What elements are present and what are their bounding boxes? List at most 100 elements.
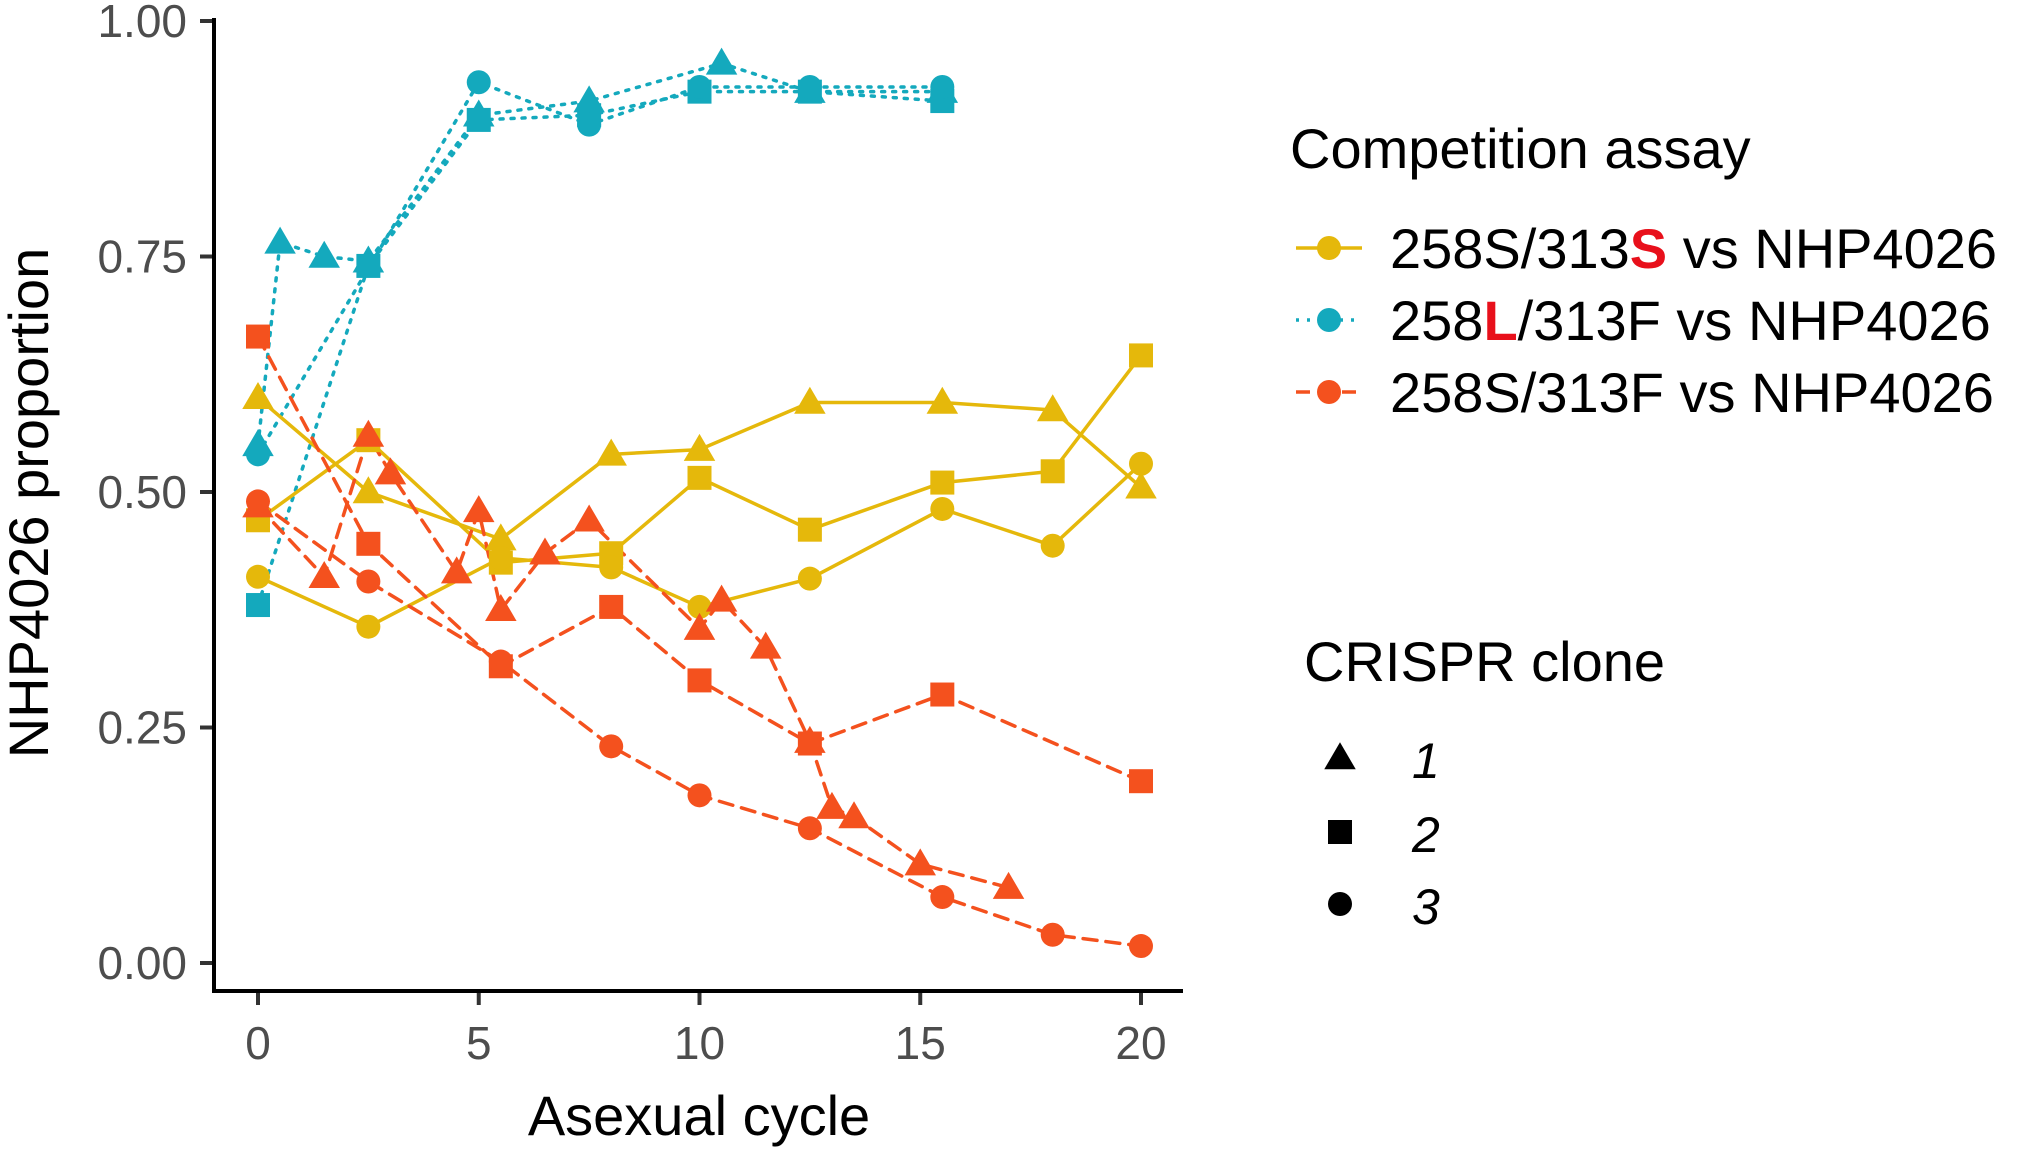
legend-assay-title: Competition assay (1290, 117, 1751, 180)
y-tick-label: 0.50 (97, 466, 187, 518)
data-point-teal-clone-3 (577, 112, 602, 137)
data-point-orange-clone-3 (1040, 922, 1065, 947)
data-point-orange-clone-3 (1129, 934, 1153, 959)
data-point-orange-clone-3 (246, 489, 270, 514)
data-point-teal-clone-3 (687, 74, 712, 99)
data-point-orange-clone-1 (529, 537, 561, 565)
legend-marker-yellow (1317, 236, 1341, 260)
data-point-orange-clone-2 (687, 668, 712, 693)
data-point-orange-clone-1 (463, 495, 495, 523)
legend-clone-label-1: 1 (1412, 733, 1440, 789)
data-point-orange-clone-1 (838, 801, 870, 829)
data-point-orange-clone-3 (488, 649, 513, 674)
legend-marker-teal (1317, 308, 1341, 332)
data-point-orange-clone-2 (930, 682, 955, 707)
data-point-teal-clone-3 (466, 70, 491, 95)
data-point-yellow-clone-3 (246, 564, 270, 589)
series-line-orange-clone-1 (256, 433, 1011, 890)
series-line-orange-clone-2 (256, 334, 1143, 783)
data-point-yellow-clone-3 (599, 555, 624, 580)
legend-competition-assay: Competition assay 258S/313S vs NHP4026 25… (1290, 117, 1997, 424)
y-tick-label: 1.00 (97, 0, 187, 47)
data-point-orange-clone-1 (816, 791, 848, 819)
data-point-orange-clone-1 (705, 584, 738, 612)
data-point-orange-clone-3 (930, 885, 955, 910)
data-point-orange-clone-1 (683, 612, 716, 640)
legend-shape-circle (1328, 892, 1352, 916)
data-point-yellow-clone-3 (356, 614, 381, 639)
legend-label-teal: 258L/313F vs NHP4026 (1390, 289, 1991, 352)
data-point-orange-clone-1 (352, 419, 385, 447)
data-point-yellow-clone-3 (797, 566, 822, 591)
data-point-yellow-clone-3 (488, 545, 513, 570)
y-tick-label: 0.75 (97, 231, 187, 283)
legend-label-yellow: 258S/313S vs NHP4026 (1390, 217, 1997, 280)
data-point-orange-clone-2 (599, 594, 624, 619)
data-point-yellow-clone-3 (930, 496, 955, 521)
data-point-yellow-clone-1 (1036, 394, 1069, 422)
data-point-yellow-clone-3 (1129, 451, 1153, 476)
data-point-yellow-clone-1 (242, 382, 274, 410)
data-point-orange-clone-3 (356, 569, 381, 594)
data-point-yellow-clone-2 (687, 465, 712, 490)
data-point-yellow-clone-1 (926, 386, 959, 414)
legend-label-orange: 258S/313F vs NHP4026 (1390, 361, 1994, 424)
data-point-orange-clone-1 (992, 871, 1025, 899)
data-point-orange-clone-3 (797, 816, 822, 841)
data-point-yellow-clone-2 (1129, 343, 1153, 368)
data-point-orange-clone-1 (374, 457, 407, 485)
data-point-teal-clone-2 (356, 253, 381, 278)
series-line-teal-clone-3 (256, 80, 945, 457)
x-ticks: 0 5 10 15 20 (245, 993, 1167, 1069)
y-tick-label: 0.00 (97, 937, 187, 989)
legend-shape-square (1328, 820, 1352, 844)
y-ticks: 0.00 0.25 0.50 0.75 1.00 (97, 0, 212, 989)
data-point-teal-clone-3 (246, 442, 270, 467)
data-point-teal-clone-1 (705, 47, 738, 75)
data-point-orange-clone-3 (687, 783, 712, 808)
legend-clone-label-2: 2 (1411, 807, 1440, 863)
y-axis-label: NHP4026 proportion (0, 248, 60, 759)
data-point-teal-clone-2 (246, 593, 270, 618)
legend-crispr-clone: CRISPR clone 1 2 3 (1304, 630, 1665, 935)
data-point-orange-clone-2 (246, 324, 270, 349)
data-point-orange-clone-1 (440, 556, 473, 584)
data-point-teal-clone-1 (264, 226, 296, 254)
data-point-yellow-clone-1 (352, 476, 385, 504)
data-point-yellow-clone-1 (595, 438, 627, 466)
data-point-teal-clone-3 (930, 74, 955, 99)
legend-clone-title: CRISPR clone (1304, 630, 1665, 693)
x-tick-label: 15 (895, 1017, 946, 1069)
legend-shape-triangle (1324, 742, 1356, 770)
y-tick-label: 0.25 (97, 702, 187, 754)
x-axis-label: Asexual cycle (528, 1084, 870, 1147)
legend-marker-orange (1317, 380, 1341, 404)
data-point-yellow-clone-1 (683, 433, 716, 461)
data-point-yellow-clone-2 (1040, 459, 1065, 484)
data-point-orange-clone-2 (356, 531, 381, 556)
data-point-orange-clone-1 (749, 631, 782, 659)
axes (212, 18, 1183, 993)
x-tick-label: 10 (674, 1017, 725, 1069)
data-point-teal-clone-2 (466, 107, 491, 132)
data-point-yellow-clone-3 (1040, 533, 1065, 558)
x-tick-label: 5 (466, 1017, 492, 1069)
data-point-orange-clone-1 (308, 561, 340, 589)
data-point-teal-clone-3 (797, 74, 822, 99)
x-tick-label: 0 (245, 1017, 271, 1069)
plot-lines (256, 61, 1143, 948)
plot-markers (242, 47, 1157, 959)
x-tick-label: 20 (1115, 1017, 1166, 1069)
data-point-orange-clone-3 (599, 734, 624, 759)
data-point-yellow-clone-2 (930, 470, 955, 495)
data-point-teal-clone-1 (308, 240, 340, 268)
data-point-orange-clone-1 (485, 594, 517, 621)
data-point-yellow-clone-1 (794, 386, 826, 414)
data-point-orange-clone-2 (1129, 769, 1153, 794)
data-point-orange-clone-2 (797, 731, 822, 756)
data-point-orange-clone-1 (573, 504, 605, 532)
legend-clone-label-3: 3 (1412, 879, 1440, 935)
data-point-yellow-clone-1 (485, 523, 517, 551)
data-point-yellow-clone-1 (1125, 471, 1157, 499)
